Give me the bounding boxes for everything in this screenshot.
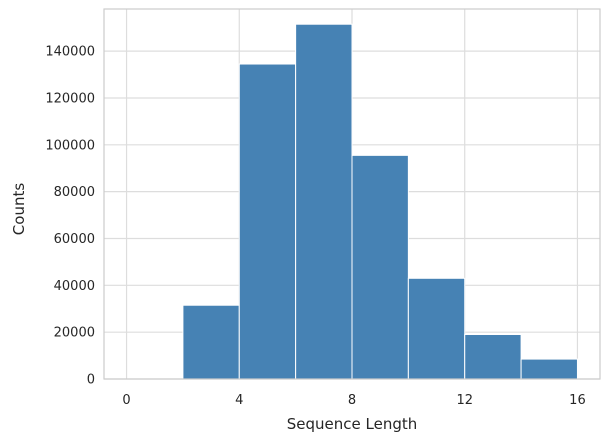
- histogram-bars: [182, 23, 578, 380]
- x-tick-label: 12: [456, 393, 473, 408]
- histogram-bar: [464, 334, 522, 380]
- y-tick-label: 60000: [54, 232, 95, 247]
- x-tick-label: 4: [235, 393, 243, 408]
- histogram-bar: [295, 23, 353, 380]
- x-tick-label: 0: [122, 393, 130, 408]
- histogram-bar: [351, 154, 409, 380]
- y-axis-label: Counts: [10, 183, 28, 236]
- y-tick-label: 100000: [45, 138, 95, 153]
- y-tick-label: 40000: [54, 279, 95, 294]
- y-tick-label: 80000: [54, 185, 95, 200]
- plot-frame: [103, 8, 601, 380]
- y-tick-label: 140000: [45, 45, 95, 60]
- histogram-bar: [407, 277, 466, 380]
- y-tick-label: 0: [87, 373, 95, 388]
- axes-frame: [103, 8, 601, 380]
- histogram-bar: [238, 63, 297, 380]
- x-tick-label: 16: [569, 393, 586, 408]
- x-tick-label: 8: [348, 393, 356, 408]
- x-axis-label: Sequence Length: [287, 415, 418, 433]
- tick-labels: 0 4 8 12 16 0 20000 40000 60000 80000 100000 120000…: [45, 45, 585, 408]
- histogram-bar: [182, 304, 240, 380]
- y-tick-label: 20000: [54, 326, 95, 341]
- histogram-bar: [520, 358, 578, 380]
- y-tick-label: 120000: [45, 91, 95, 106]
